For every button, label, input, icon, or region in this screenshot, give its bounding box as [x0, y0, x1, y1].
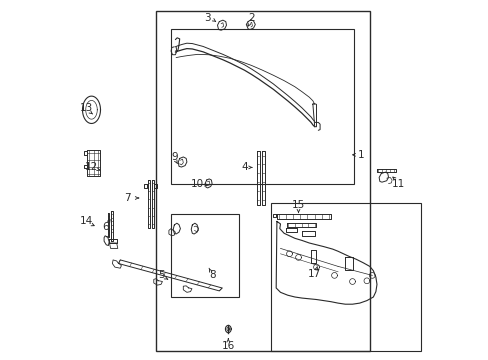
Text: 2: 2: [248, 13, 254, 23]
Bar: [271, 203, 420, 351]
Text: 8: 8: [208, 270, 215, 280]
Text: 12: 12: [85, 162, 98, 172]
Text: 14: 14: [80, 216, 93, 226]
Text: 3: 3: [204, 13, 211, 23]
Text: 11: 11: [391, 179, 405, 189]
Text: 7: 7: [124, 193, 131, 203]
Text: 15: 15: [291, 200, 305, 210]
Text: 16: 16: [221, 341, 234, 351]
Text: 13: 13: [80, 103, 93, 113]
Bar: [156, 11, 370, 351]
Text: 17: 17: [307, 269, 321, 279]
Bar: [170, 214, 239, 297]
Text: 4: 4: [241, 162, 247, 172]
Text: 1: 1: [357, 150, 364, 160]
Text: 5: 5: [158, 270, 164, 280]
Text: 10: 10: [191, 179, 204, 189]
Bar: [170, 29, 354, 184]
Text: 6: 6: [102, 222, 109, 232]
Text: 9: 9: [171, 152, 177, 162]
